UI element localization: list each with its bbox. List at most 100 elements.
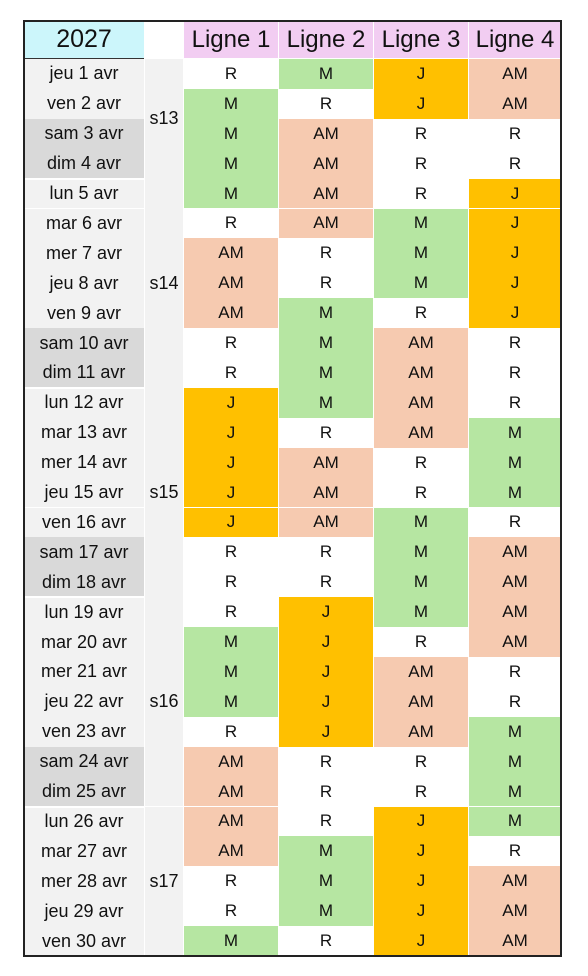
date-cell[interactable]: ven 30 avr bbox=[24, 926, 144, 956]
shift-cell-ligne-4[interactable]: M bbox=[469, 746, 561, 777]
shift-cell-ligne-2[interactable]: R bbox=[279, 238, 373, 269]
date-cell[interactable]: mer 28 avr bbox=[24, 866, 144, 897]
shift-cell-ligne-2[interactable]: M bbox=[279, 328, 373, 358]
shift-cell-ligne-1[interactable]: AM bbox=[184, 268, 278, 299]
shift-cell-ligne-3[interactable]: AM bbox=[374, 657, 468, 687]
shift-cell-ligne-3[interactable]: AM bbox=[374, 686, 468, 717]
date-cell[interactable]: mer 21 avr bbox=[24, 657, 144, 687]
week-number-cell[interactable]: s14 bbox=[145, 178, 183, 388]
date-cell[interactable]: ven 2 avr bbox=[24, 88, 144, 119]
shift-cell-ligne-2[interactable]: AM bbox=[279, 148, 373, 179]
shift-cell-ligne-2[interactable]: J bbox=[279, 686, 373, 717]
date-cell[interactable]: ven 9 avr bbox=[24, 298, 144, 329]
shift-cell-ligne-3[interactable]: M bbox=[374, 507, 468, 538]
shift-cell-ligne-2[interactable]: M bbox=[279, 866, 373, 897]
shift-cell-ligne-4[interactable]: M bbox=[469, 806, 561, 837]
shift-cell-ligne-1[interactable]: AM bbox=[184, 746, 278, 777]
date-cell[interactable]: mer 7 avr bbox=[24, 238, 144, 269]
shift-cell-ligne-1[interactable]: J bbox=[184, 447, 278, 478]
shift-cell-ligne-2[interactable]: AM bbox=[279, 208, 373, 239]
shift-cell-ligne-2[interactable]: R bbox=[279, 926, 373, 956]
date-cell[interactable]: dim 4 avr bbox=[24, 148, 144, 179]
shift-cell-ligne-4[interactable]: M bbox=[469, 477, 561, 508]
header-ligne-2[interactable]: Ligne 2 bbox=[279, 21, 373, 58]
shift-cell-ligne-1[interactable]: M bbox=[184, 178, 278, 209]
shift-cell-ligne-4[interactable]: R bbox=[469, 507, 561, 538]
date-cell[interactable]: ven 23 avr bbox=[24, 716, 144, 747]
shift-cell-ligne-2[interactable]: M bbox=[279, 358, 373, 388]
shift-cell-ligne-4[interactable]: R bbox=[469, 118, 561, 149]
shift-cell-ligne-4[interactable]: R bbox=[469, 148, 561, 179]
shift-cell-ligne-1[interactable]: R bbox=[184, 866, 278, 897]
date-cell[interactable]: mar 27 avr bbox=[24, 836, 144, 867]
shift-cell-ligne-4[interactable]: AM bbox=[469, 597, 561, 628]
date-cell[interactable]: mer 14 avr bbox=[24, 447, 144, 478]
header-ligne-1[interactable]: Ligne 1 bbox=[184, 21, 278, 58]
shift-cell-ligne-2[interactable]: J bbox=[279, 597, 373, 628]
shift-cell-ligne-1[interactable]: M bbox=[184, 686, 278, 717]
shift-cell-ligne-4[interactable]: R bbox=[469, 328, 561, 358]
shift-cell-ligne-3[interactable]: R bbox=[374, 776, 468, 807]
shift-cell-ligne-4[interactable]: J bbox=[469, 238, 561, 269]
shift-cell-ligne-1[interactable]: AM bbox=[184, 298, 278, 329]
date-cell[interactable]: jeu 22 avr bbox=[24, 686, 144, 717]
shift-cell-ligne-4[interactable]: AM bbox=[469, 537, 561, 568]
shift-cell-ligne-4[interactable]: AM bbox=[469, 59, 561, 89]
shift-cell-ligne-2[interactable]: R bbox=[279, 567, 373, 598]
shift-cell-ligne-1[interactable]: M bbox=[184, 118, 278, 149]
shift-cell-ligne-4[interactable]: AM bbox=[469, 896, 561, 927]
shift-cell-ligne-2[interactable]: R bbox=[279, 746, 373, 777]
shift-cell-ligne-3[interactable]: M bbox=[374, 208, 468, 239]
shift-cell-ligne-1[interactable]: AM bbox=[184, 238, 278, 269]
shift-cell-ligne-3[interactable]: J bbox=[374, 926, 468, 956]
shift-cell-ligne-1[interactable]: M bbox=[184, 88, 278, 119]
shift-cell-ligne-1[interactable]: J bbox=[184, 417, 278, 448]
date-cell[interactable]: sam 10 avr bbox=[24, 328, 144, 358]
shift-cell-ligne-3[interactable]: M bbox=[374, 238, 468, 269]
date-cell[interactable]: lun 5 avr bbox=[24, 178, 144, 209]
shift-cell-ligne-3[interactable]: R bbox=[374, 447, 468, 478]
shift-cell-ligne-1[interactable]: R bbox=[184, 328, 278, 358]
shift-cell-ligne-4[interactable]: J bbox=[469, 298, 561, 329]
shift-cell-ligne-2[interactable]: AM bbox=[279, 118, 373, 149]
date-cell[interactable]: sam 17 avr bbox=[24, 537, 144, 568]
shift-cell-ligne-3[interactable]: AM bbox=[374, 417, 468, 448]
shift-cell-ligne-1[interactable]: J bbox=[184, 477, 278, 508]
week-number-cell[interactable]: s17 bbox=[145, 806, 183, 956]
shift-cell-ligne-4[interactable]: J bbox=[469, 208, 561, 239]
shift-cell-ligne-4[interactable]: M bbox=[469, 716, 561, 747]
shift-cell-ligne-2[interactable]: J bbox=[279, 716, 373, 747]
shift-cell-ligne-3[interactable]: AM bbox=[374, 716, 468, 747]
shift-cell-ligne-2[interactable]: M bbox=[279, 896, 373, 927]
shift-cell-ligne-4[interactable]: AM bbox=[469, 567, 561, 598]
shift-cell-ligne-1[interactable]: M bbox=[184, 148, 278, 179]
shift-cell-ligne-4[interactable]: AM bbox=[469, 866, 561, 897]
date-cell[interactable]: mar 20 avr bbox=[24, 627, 144, 657]
shift-cell-ligne-4[interactable]: R bbox=[469, 358, 561, 388]
shift-cell-ligne-1[interactable]: M bbox=[184, 657, 278, 687]
shift-cell-ligne-4[interactable]: AM bbox=[469, 88, 561, 119]
shift-cell-ligne-1[interactable]: AM bbox=[184, 806, 278, 837]
shift-cell-ligne-4[interactable]: R bbox=[469, 686, 561, 717]
shift-cell-ligne-3[interactable]: R bbox=[374, 746, 468, 777]
shift-cell-ligne-3[interactable]: J bbox=[374, 88, 468, 119]
shift-cell-ligne-1[interactable]: R bbox=[184, 567, 278, 598]
shift-cell-ligne-4[interactable]: R bbox=[469, 657, 561, 687]
shift-cell-ligne-3[interactable]: R bbox=[374, 118, 468, 149]
date-cell[interactable]: lun 19 avr bbox=[24, 597, 144, 628]
shift-cell-ligne-2[interactable]: R bbox=[279, 806, 373, 837]
date-cell[interactable]: dim 25 avr bbox=[24, 776, 144, 807]
shift-cell-ligne-1[interactable]: R bbox=[184, 358, 278, 388]
shift-cell-ligne-4[interactable]: M bbox=[469, 417, 561, 448]
shift-cell-ligne-3[interactable]: R bbox=[374, 627, 468, 657]
shift-cell-ligne-3[interactable]: J bbox=[374, 896, 468, 927]
shift-cell-ligne-4[interactable]: M bbox=[469, 447, 561, 478]
date-cell[interactable]: sam 3 avr bbox=[24, 118, 144, 149]
shift-cell-ligne-1[interactable]: R bbox=[184, 59, 278, 89]
week-number-cell[interactable]: s13 bbox=[145, 59, 183, 179]
shift-cell-ligne-1[interactable]: M bbox=[184, 926, 278, 956]
shift-cell-ligne-4[interactable]: J bbox=[469, 268, 561, 299]
shift-cell-ligne-2[interactable]: R bbox=[279, 417, 373, 448]
shift-cell-ligne-3[interactable]: R bbox=[374, 178, 468, 209]
shift-cell-ligne-2[interactable]: AM bbox=[279, 477, 373, 508]
